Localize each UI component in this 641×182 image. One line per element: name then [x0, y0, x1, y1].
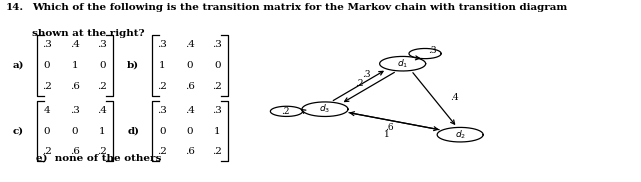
- Text: 0: 0: [159, 126, 165, 136]
- Text: .3: .3: [212, 106, 222, 115]
- Text: 0: 0: [187, 126, 193, 136]
- Text: 1: 1: [384, 130, 390, 139]
- Text: e)  none of the others: e) none of the others: [37, 154, 162, 163]
- Text: 4: 4: [44, 106, 51, 115]
- Text: $d_2$: $d_2$: [454, 128, 466, 141]
- Text: Which of the following is the transition matrix for the Markov chain with transi: Which of the following is the transition…: [31, 3, 567, 12]
- Text: 1: 1: [159, 61, 165, 70]
- Text: 0: 0: [44, 61, 51, 70]
- Text: .2: .2: [42, 82, 52, 91]
- Text: 14.: 14.: [6, 3, 24, 12]
- Text: .3: .3: [157, 40, 167, 49]
- Text: .2: .2: [212, 82, 222, 91]
- Text: .3: .3: [362, 70, 371, 79]
- Text: .6: .6: [70, 147, 79, 157]
- Text: c): c): [13, 126, 24, 136]
- Text: .3: .3: [97, 40, 107, 49]
- Text: .6: .6: [385, 123, 394, 132]
- Text: 0: 0: [214, 61, 221, 70]
- Text: .3: .3: [42, 40, 52, 49]
- Text: 1: 1: [99, 126, 106, 136]
- Text: .4: .4: [97, 106, 107, 115]
- Text: .2: .2: [97, 82, 107, 91]
- Text: 0: 0: [99, 61, 106, 70]
- Text: $d_1$: $d_1$: [397, 58, 408, 70]
- Text: .2: .2: [42, 147, 52, 157]
- Text: shown at the right?: shown at the right?: [31, 29, 144, 38]
- Text: 0: 0: [71, 126, 78, 136]
- Text: .2: .2: [281, 106, 290, 116]
- Text: .6: .6: [185, 147, 195, 157]
- Text: .6: .6: [185, 82, 195, 91]
- Text: .2: .2: [212, 147, 222, 157]
- Text: .2: .2: [97, 147, 107, 157]
- Text: .3: .3: [212, 40, 222, 49]
- Text: .2: .2: [157, 82, 167, 91]
- Text: a): a): [13, 61, 24, 70]
- Text: .3: .3: [428, 46, 437, 55]
- Text: .4: .4: [70, 40, 79, 49]
- Text: $d_3$: $d_3$: [319, 103, 331, 115]
- Text: .4: .4: [450, 93, 459, 102]
- Text: 0: 0: [44, 126, 51, 136]
- Text: .3: .3: [157, 106, 167, 115]
- Text: 0: 0: [187, 61, 193, 70]
- Text: .2: .2: [157, 147, 167, 157]
- Text: 1: 1: [214, 126, 221, 136]
- Text: 1: 1: [71, 61, 78, 70]
- Text: d): d): [127, 126, 139, 136]
- Text: .2: .2: [355, 79, 363, 88]
- Text: .6: .6: [70, 82, 79, 91]
- Text: .3: .3: [70, 106, 79, 115]
- Text: .4: .4: [185, 40, 195, 49]
- Text: b): b): [127, 61, 139, 70]
- Text: .4: .4: [185, 106, 195, 115]
